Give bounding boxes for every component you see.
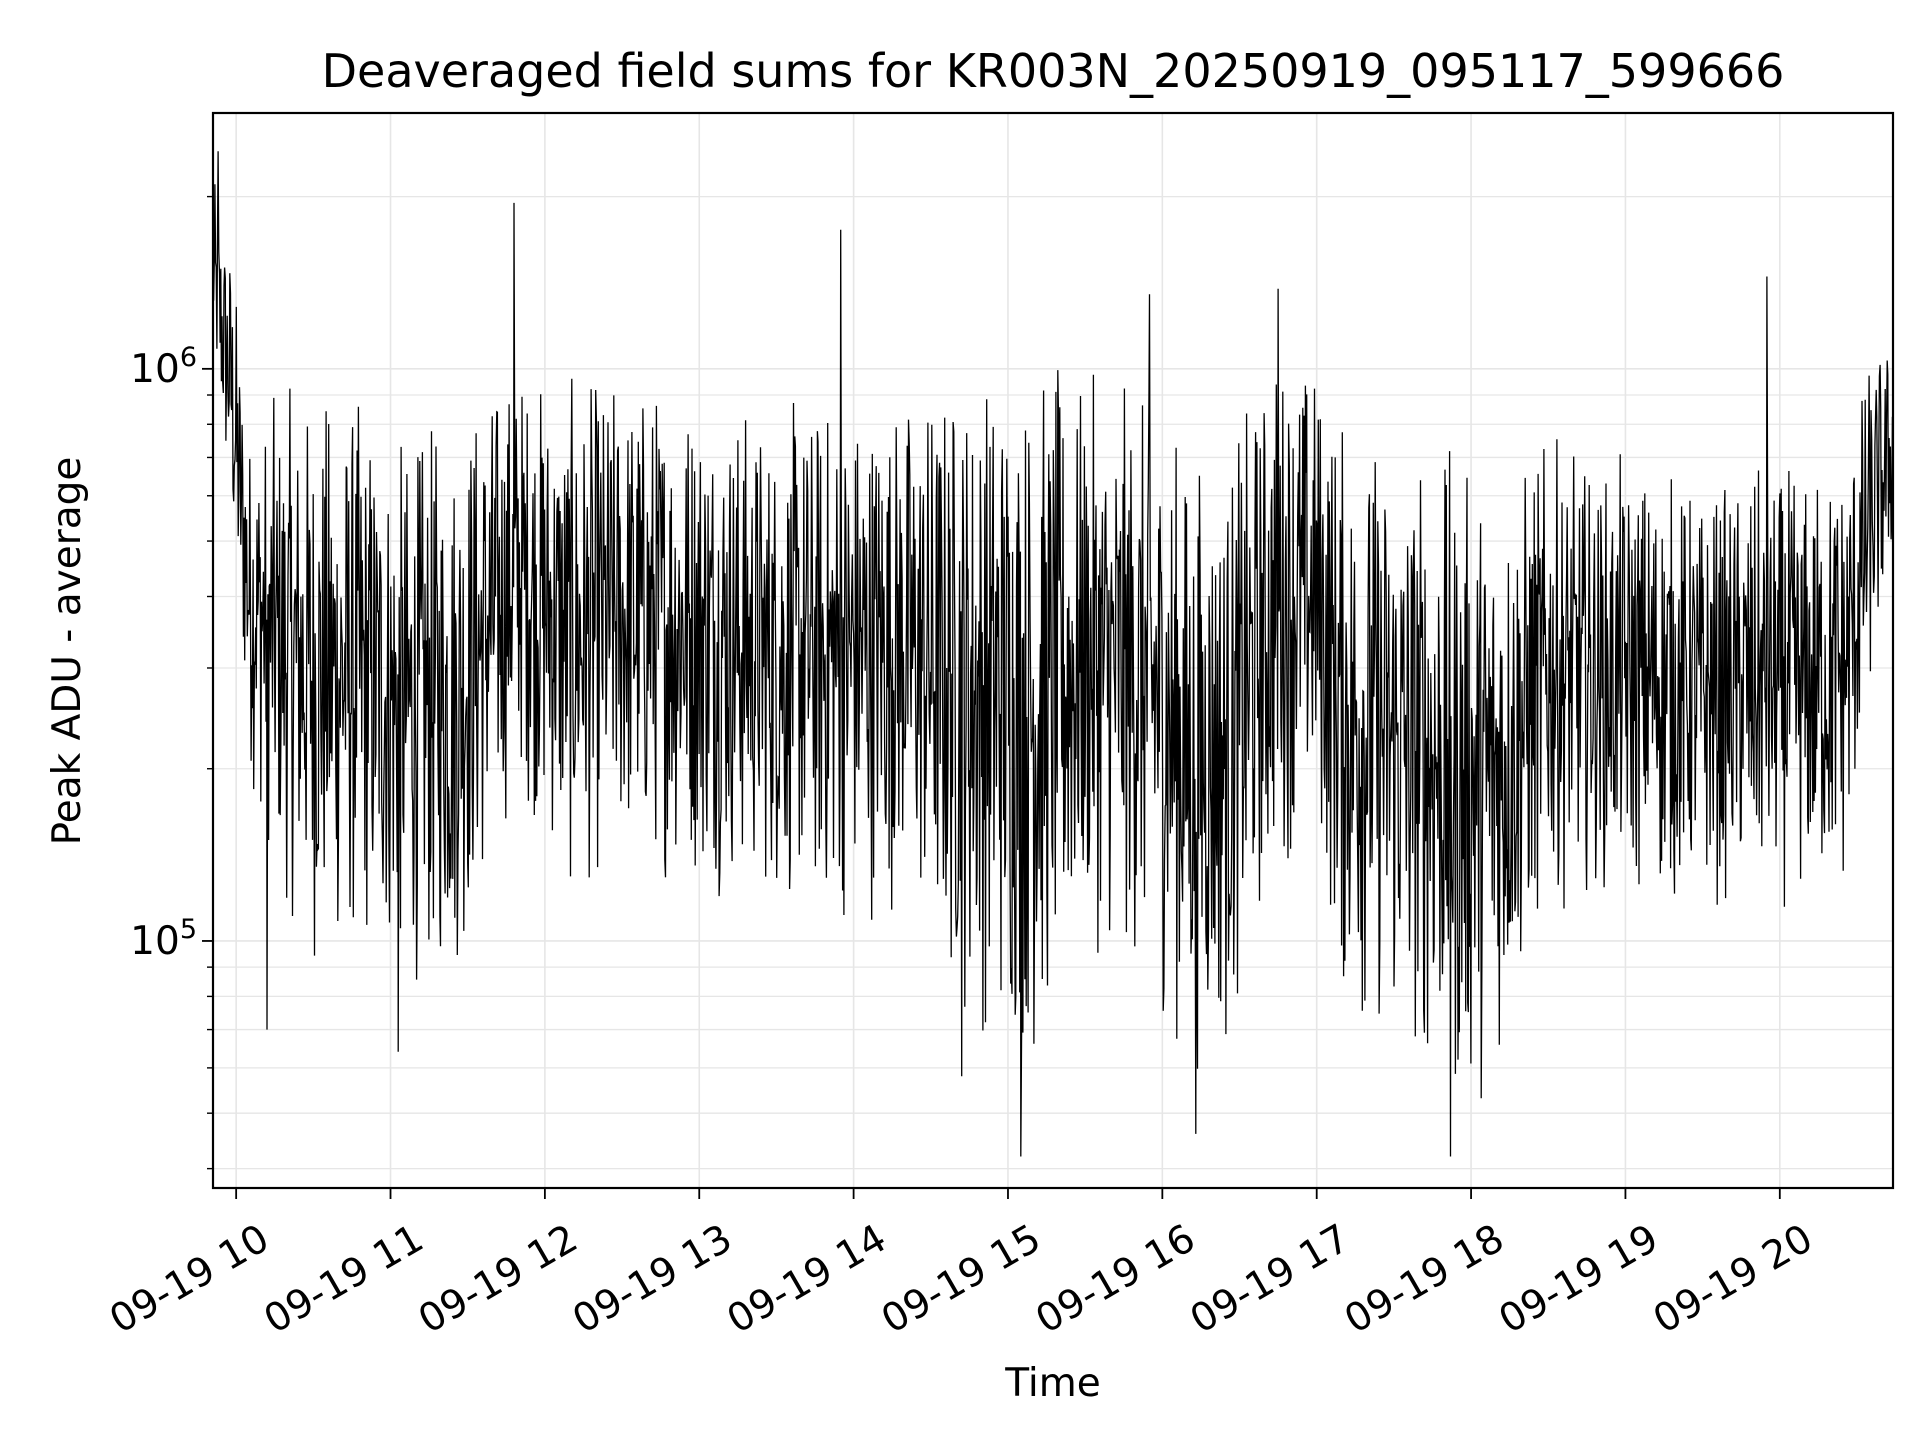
axes-frame [211,111,1895,1190]
y-tick-label: 105 [130,914,197,964]
y-tick-label: 106 [130,342,197,392]
series-trace [212,151,1894,1157]
x-axis-label: Time [1004,1361,1100,1406]
y-axis-label: Peak ADU - average [45,457,90,846]
chart-title: Deaveraged field sums for KR003N_2025091… [322,44,1785,98]
series-line [212,151,1894,1157]
